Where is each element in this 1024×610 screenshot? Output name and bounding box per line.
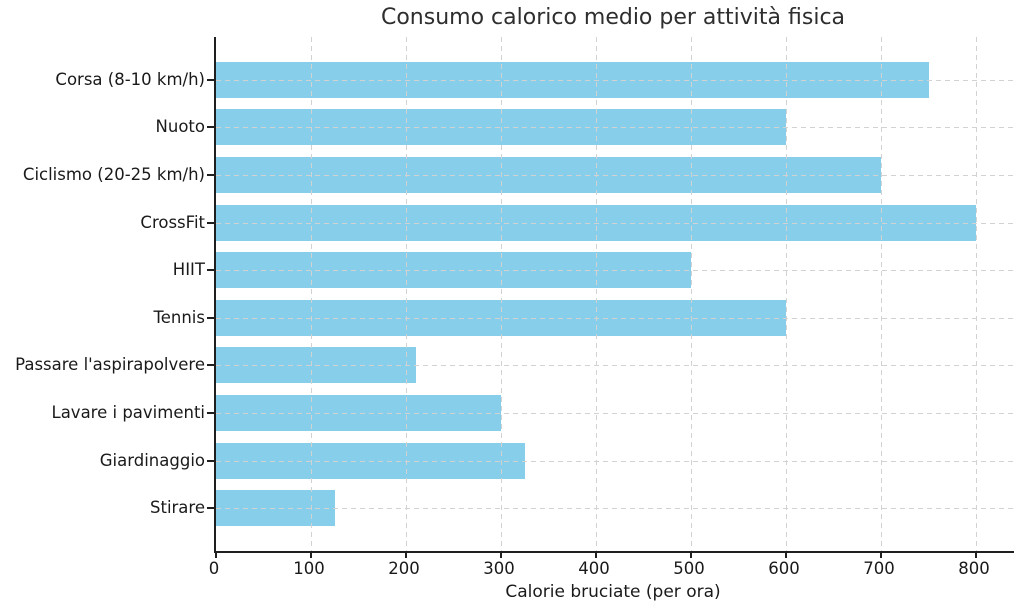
y-tick <box>207 269 214 272</box>
gridline-horizontal <box>216 365 1014 367</box>
gridline-horizontal <box>216 412 1014 414</box>
y-tick <box>207 78 214 81</box>
y-tick-label: CrossFit <box>140 212 205 232</box>
x-tick-label: 400 <box>578 559 610 578</box>
gridline-horizontal <box>216 127 1014 129</box>
x-tick <box>975 553 977 558</box>
x-tick-label: 200 <box>388 559 420 578</box>
x-tick-label: 0 <box>208 559 220 578</box>
gridline-horizontal <box>216 508 1014 510</box>
gridline-vertical <box>976 37 977 551</box>
y-tick <box>207 459 214 462</box>
y-tick <box>207 316 214 319</box>
gridline-horizontal <box>216 175 1014 177</box>
x-tick-label: 600 <box>768 559 800 578</box>
chart-title: Consumo calorico medio per attività fisi… <box>380 5 846 30</box>
gridline-horizontal <box>216 270 1014 272</box>
y-tick-label: HIIT <box>172 260 205 280</box>
gridline-horizontal <box>216 317 1014 319</box>
gridline-vertical <box>501 37 502 551</box>
gridline-horizontal <box>216 79 1014 81</box>
gridline-vertical <box>881 37 882 551</box>
x-tick-label: 800 <box>958 559 990 578</box>
x-tick-label: 500 <box>673 559 705 578</box>
y-tick-label: Giardinaggio <box>99 450 205 470</box>
x-tick <box>215 553 217 558</box>
y-tick-label: Stirare <box>150 498 205 518</box>
y-tick-label: Lavare i pavimenti <box>51 402 206 422</box>
gridline-vertical <box>786 37 787 551</box>
x-tick <box>405 553 407 558</box>
gridline-horizontal <box>216 222 1014 224</box>
x-axis-label: Calorie bruciate (per ora) <box>505 582 721 602</box>
x-tick <box>500 553 502 558</box>
gridline-vertical <box>311 37 312 551</box>
x-tick <box>690 553 692 558</box>
y-tick-label: Tennis <box>153 307 205 327</box>
y-tick <box>207 411 214 414</box>
x-tick <box>310 553 312 558</box>
y-tick <box>207 221 214 224</box>
y-tick <box>207 126 214 129</box>
y-tick-label: Passare l'aspirapolvere <box>15 355 205 375</box>
x-tick <box>785 553 787 558</box>
x-tick-label: 300 <box>483 559 515 578</box>
gridline-vertical <box>691 37 692 551</box>
x-tick-label: 700 <box>863 559 895 578</box>
gridline-vertical <box>406 37 407 551</box>
x-tick <box>595 553 597 558</box>
gridline-horizontal <box>216 460 1014 462</box>
y-tick <box>207 507 214 510</box>
y-tick-label: Nuoto <box>155 117 205 137</box>
y-tick-label: Ciclismo (20-25 km/h) <box>22 165 205 185</box>
x-tick <box>880 553 882 558</box>
gridline-vertical <box>596 37 597 551</box>
y-tick <box>207 364 214 367</box>
plot-area <box>207 37 1014 558</box>
x-tick-label: 100 <box>293 559 325 578</box>
y-tick <box>207 174 214 177</box>
y-tick-label: Corsa (8-10 km/h) <box>55 69 205 89</box>
